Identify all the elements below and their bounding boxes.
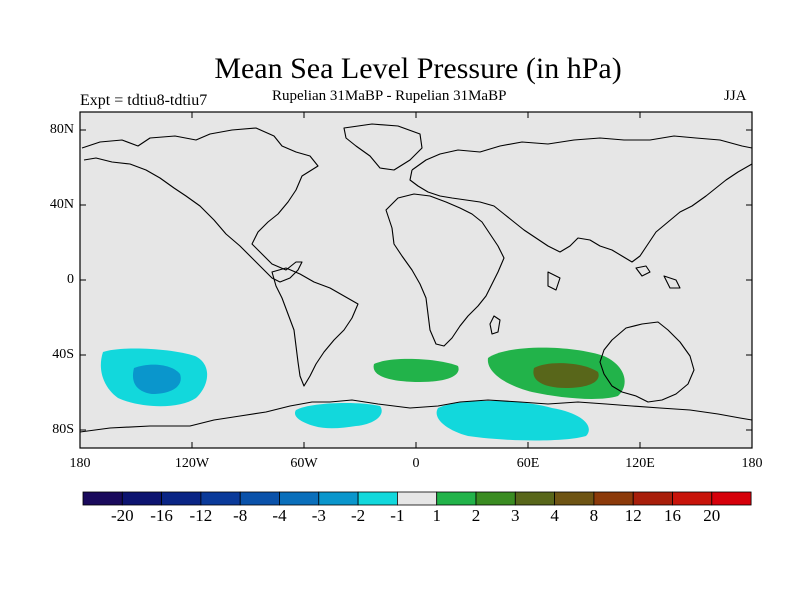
colorbar	[82, 491, 752, 506]
colorbar-swatch	[436, 491, 477, 506]
colorbar-swatch	[672, 491, 713, 506]
axis-ticks	[80, 112, 752, 448]
south-indian-high	[487, 347, 625, 399]
colorbar-swatch	[318, 491, 359, 506]
colorbar-label: -16	[150, 506, 173, 525]
colorbar-swatch	[279, 491, 320, 506]
colorbar-label: 8	[589, 506, 599, 525]
colorbar-swatch	[475, 491, 516, 506]
colorbar-label: -3	[311, 506, 326, 525]
colorbar-swatch	[82, 491, 123, 506]
lat-label: 0	[67, 272, 74, 287]
colorbar-label: -1	[390, 506, 405, 525]
lon-label: 60E	[516, 456, 540, 471]
lon-label: 60W	[290, 456, 318, 471]
lon-label: 120E	[625, 456, 655, 471]
chart-title: Mean Sea Level Pressure (in hPa)	[214, 52, 622, 85]
colorbar-swatch	[593, 491, 634, 506]
colorbar-swatch	[514, 491, 555, 506]
experiment-label: Expt = tdtiu8-tdtiu7	[80, 92, 208, 109]
lat-label: 40S	[52, 347, 74, 362]
colorbar-swatch	[357, 491, 398, 506]
south-pacific-low	[100, 348, 208, 407]
colorbar-swatch	[554, 491, 595, 506]
colorbar-label: 16	[664, 506, 681, 525]
colorbar-swatch	[161, 491, 202, 506]
lon-label: 120W	[174, 456, 210, 471]
colorbar-label: -20	[110, 506, 134, 525]
lon-label: 180	[741, 456, 763, 471]
lat-label: 80N	[49, 122, 74, 137]
colorbar-swatch	[396, 491, 438, 506]
colorbar-label: 2	[471, 506, 481, 525]
coastlines	[80, 123, 752, 433]
colorbar-swatch	[239, 491, 280, 506]
colorbar-label: 1	[432, 506, 441, 525]
period-label: Rupelian 31MaBP - Rupelian 31MaBP	[272, 88, 507, 104]
lon-label: 180	[69, 456, 91, 471]
colorbar-label: 3	[511, 506, 520, 525]
lat-label: 80S	[52, 422, 74, 437]
season-label: JJA	[724, 88, 747, 104]
colorbar-label: -8	[233, 506, 248, 525]
colorbar-swatch	[632, 491, 673, 506]
lat-label: 40N	[49, 197, 74, 212]
colorbar-swatch	[711, 491, 752, 506]
colorbar-label: 12	[624, 506, 642, 525]
south-atlantic-high	[373, 358, 459, 382]
colorbar-label: 4	[550, 506, 559, 525]
colorbar-label: -2	[351, 506, 366, 525]
colorbar-label: -4	[272, 506, 287, 525]
colorbar-label: 20	[703, 506, 721, 525]
lon-label: 0	[412, 456, 420, 471]
colorbar-swatch	[121, 491, 163, 506]
colorbar-swatch	[200, 491, 241, 506]
antarctic-lows	[294, 400, 589, 441]
colorbar-label: -12	[189, 506, 213, 525]
